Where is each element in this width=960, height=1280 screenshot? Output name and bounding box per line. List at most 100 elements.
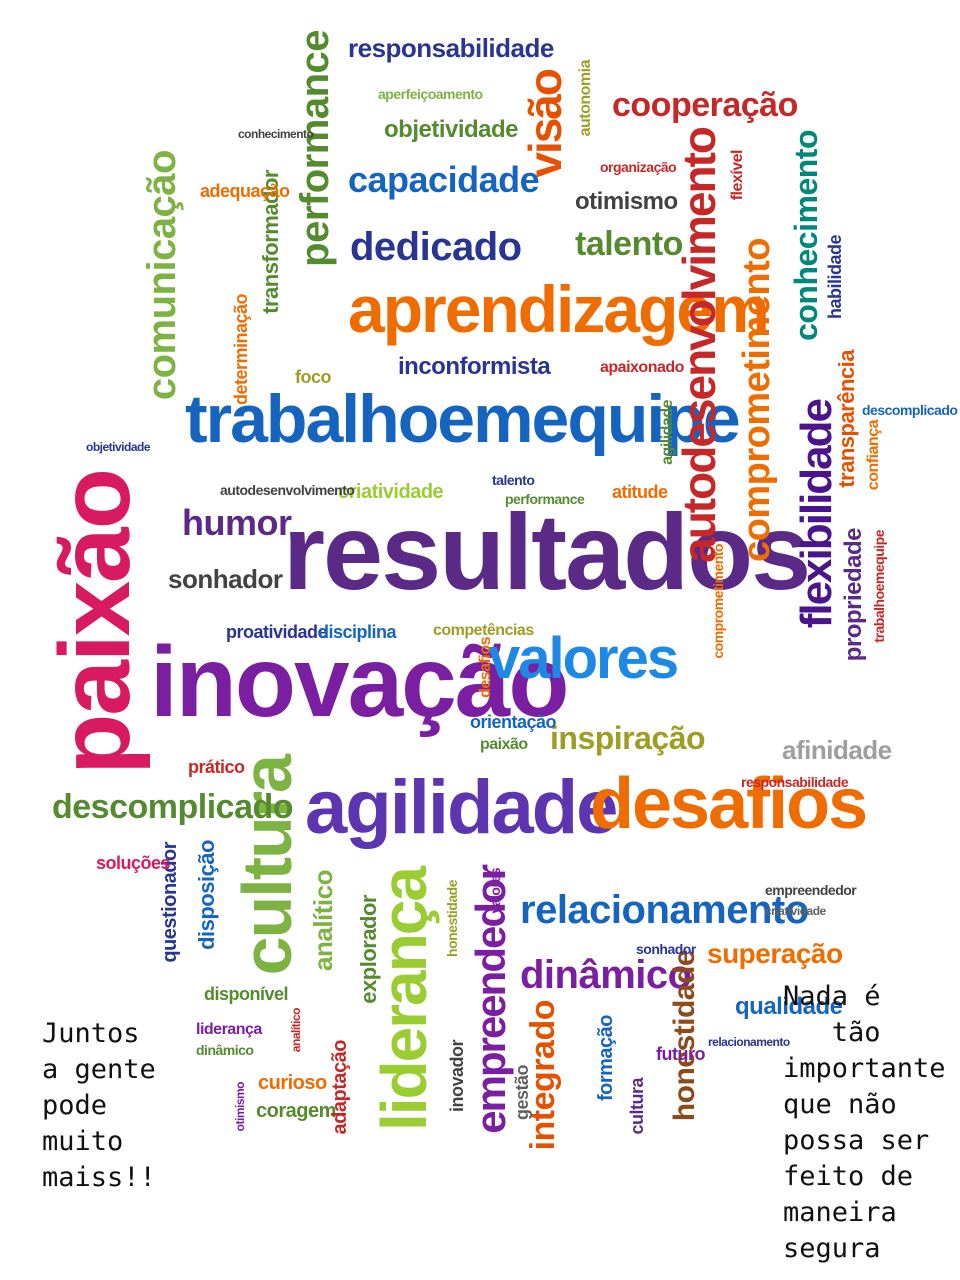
word: organização <box>600 159 677 175</box>
word: explorador <box>356 895 381 1004</box>
caption-left-line: Juntos <box>42 1018 140 1049</box>
word: descomplicado <box>52 788 294 826</box>
word: relacionamento <box>520 888 809 932</box>
word: habilidade <box>825 235 845 320</box>
caption-right-line: Nada é <box>783 981 881 1012</box>
word: futuro <box>656 1044 705 1064</box>
word: otimismo <box>233 1082 247 1132</box>
word: qualidade <box>735 993 843 1020</box>
word: performance <box>505 491 585 507</box>
word: adaptação <box>329 1040 351 1135</box>
word: disponível <box>204 984 289 1004</box>
word: valores <box>488 626 679 691</box>
word: desafios <box>590 764 868 844</box>
word: inovação <box>150 626 569 738</box>
word: criatividade <box>765 904 826 918</box>
word: superação <box>707 938 843 969</box>
word: autodesenvolvimento <box>673 128 725 563</box>
word: curioso <box>258 1072 327 1094</box>
word: liderança <box>368 868 440 1132</box>
word: dedicado <box>350 225 522 269</box>
word: atitude <box>612 482 668 502</box>
word: comprometimento <box>736 238 778 562</box>
caption-right-line: possa ser <box>783 1125 930 1156</box>
caption-left-line: maiss!! <box>42 1162 156 1193</box>
word: formação <box>595 1015 617 1102</box>
caption-left-line: muito <box>42 1126 124 1157</box>
word: comprometimento <box>710 544 726 659</box>
word: honestidade <box>668 950 701 1122</box>
word: dinâmico <box>520 953 692 997</box>
word: performance <box>293 30 337 267</box>
word: sonhador <box>168 564 283 594</box>
caption-right-line: que não <box>783 1089 897 1120</box>
word: paixão <box>39 470 151 775</box>
word: analítico <box>308 870 338 971</box>
caption-right-line: maneira <box>783 1197 897 1228</box>
word: responsabilidade <box>741 774 849 790</box>
word: humor <box>182 502 292 543</box>
word: objetividade <box>86 440 151 454</box>
caption-left: Juntos a gente pode muito maiss!! <box>42 1016 156 1196</box>
word: sonhador <box>636 941 696 957</box>
caption-right-line: feito de <box>783 1161 914 1192</box>
word: autonomia <box>577 60 594 137</box>
word: inovador <box>447 1040 467 1113</box>
word: confiança <box>865 420 882 491</box>
word: propriedade <box>840 528 867 662</box>
word: determinação <box>231 294 251 406</box>
word: desafios <box>477 637 494 698</box>
word: talento <box>575 225 683 263</box>
word: agilidade <box>305 765 618 850</box>
word: otimismo <box>575 188 678 215</box>
word: flexibilidade <box>792 400 841 629</box>
word: trabalhoemequipe <box>871 530 887 643</box>
word: cultura <box>627 1078 647 1135</box>
word: agilidade <box>659 400 676 465</box>
caption-right-line: importante <box>783 1053 946 1084</box>
word: comunicação <box>140 150 184 401</box>
word: empreendedor <box>765 882 857 898</box>
word: proatividade <box>226 622 328 642</box>
word: paixão <box>480 736 528 753</box>
word: transparência <box>834 350 859 488</box>
word: cooperação <box>612 86 798 124</box>
word: resultados <box>283 491 811 612</box>
word: disposição <box>194 840 219 950</box>
word: responsabilidade <box>348 33 554 63</box>
word: objetividade <box>384 116 519 143</box>
word: disciplina <box>318 622 397 642</box>
word: relacionamento <box>708 1035 790 1049</box>
word: dinâmico <box>196 1042 254 1058</box>
word: inspiração <box>550 720 706 756</box>
word: aprendizagem <box>348 272 770 346</box>
caption-left-line: pode <box>42 1090 108 1121</box>
word: honestidade <box>444 880 460 957</box>
word: gestão <box>512 1065 532 1121</box>
word: analítico <box>289 1008 303 1053</box>
word: conhecimento <box>238 127 314 141</box>
caption-right: Nada é tão importante que não possa ser … <box>783 979 946 1267</box>
word: trabalhoemequipe <box>185 381 741 457</box>
word: liderança <box>196 1021 262 1038</box>
word: soluções <box>96 853 171 873</box>
word: competências <box>433 622 534 639</box>
word: adequação <box>200 181 290 201</box>
word: capacidade <box>348 159 540 200</box>
caption-right-line: segura <box>783 1233 881 1264</box>
word: apaixonado <box>600 359 684 376</box>
word: inconformista <box>398 353 551 380</box>
word: conhecimento <box>788 130 824 341</box>
word: afinidade <box>782 735 892 765</box>
word: criatividade <box>338 481 444 503</box>
word: orientação <box>470 712 557 732</box>
word: descomplicado <box>862 402 958 418</box>
word: prático <box>188 757 245 777</box>
caption-right-line: tão <box>783 1017 881 1048</box>
caption-left-line: a gente <box>42 1054 156 1085</box>
word: coragem <box>256 1100 336 1122</box>
word: flexível <box>729 150 746 201</box>
word: talento <box>492 472 535 488</box>
word: autodesenvolvimento <box>220 482 355 498</box>
